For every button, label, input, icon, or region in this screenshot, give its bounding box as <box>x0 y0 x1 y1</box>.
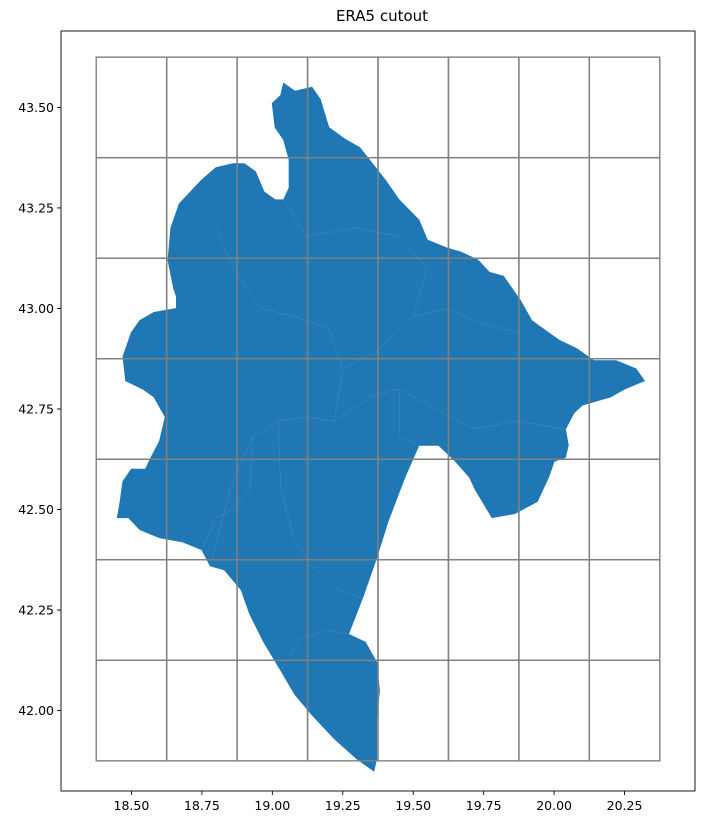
grid-cell-7-0 <box>588 659 661 762</box>
axes-frame <box>60 30 696 792</box>
grid-cell-6-5 <box>518 156 591 259</box>
grid-cell-4-0 <box>377 659 450 762</box>
x-tick-label: 18.50 <box>114 798 150 813</box>
grid-cell-0-0 <box>95 659 168 762</box>
country-shape <box>116 82 646 772</box>
grid-cell-7-5 <box>588 156 661 259</box>
grid-cell-0-5 <box>95 156 168 259</box>
grid-cell-4-6 <box>377 56 450 159</box>
grid-cell-6-0 <box>518 659 591 762</box>
grid-cell-5-1 <box>447 559 520 662</box>
region-border-6 <box>201 437 253 550</box>
grid-cell-1-0 <box>165 659 238 762</box>
x-tick-label: 18.75 <box>184 798 220 813</box>
y-tick-label: 42.50 <box>18 502 54 517</box>
x-tick-label: 19.00 <box>254 798 290 813</box>
grid-cell-5-6 <box>447 56 520 159</box>
x-tick-label: 19.25 <box>325 798 361 813</box>
y-tick-label: 43.50 <box>18 100 54 115</box>
grid-cell-7-2 <box>588 458 661 561</box>
x-tick-label: 20.25 <box>607 798 643 813</box>
grid-cell-1-6 <box>165 56 238 159</box>
region-border-7 <box>277 421 363 599</box>
grid-cell-5-5 <box>447 156 520 259</box>
cutout-grid <box>95 56 661 762</box>
chart-title: ERA5 cutout <box>336 7 428 25</box>
grid-cell-6-1 <box>518 559 591 662</box>
grid-cell-7-6 <box>588 56 661 159</box>
region-border-3 <box>342 308 521 370</box>
y-tick-label: 42.25 <box>18 603 54 618</box>
grid-cell-5-0 <box>447 659 520 762</box>
region-border-4 <box>334 388 566 430</box>
grid-cell-4-1 <box>377 559 450 662</box>
country-layer <box>116 82 646 772</box>
grid-cell-7-1 <box>588 559 661 662</box>
x-tick-label: 19.75 <box>466 798 502 813</box>
x-tick-label: 20.00 <box>536 798 572 813</box>
region-border-8 <box>398 388 419 446</box>
x-axis: 18.50 18.75 19.00 19.25 19.50 19.75 20.00 20.25 <box>114 791 643 813</box>
region-border-9 <box>280 629 349 671</box>
grid-cell-6-6 <box>518 56 591 159</box>
grid-cell-7-4 <box>588 257 661 360</box>
y-tick-label: 43.00 <box>18 301 54 316</box>
x-tick-label: 19.50 <box>395 798 431 813</box>
y-tick-label: 42.75 <box>18 401 54 416</box>
y-tick-label: 42.00 <box>18 703 54 718</box>
y-tick-label: 43.25 <box>18 200 54 215</box>
y-axis: 42.00 42.25 42.50 42.75 43.00 43.25 43.50 <box>18 100 61 718</box>
grid-cell-1-1 <box>165 559 238 662</box>
region-border-1 <box>210 416 335 566</box>
grid-cell-0-1 <box>95 559 168 662</box>
grid-cell-0-6 <box>95 56 168 159</box>
